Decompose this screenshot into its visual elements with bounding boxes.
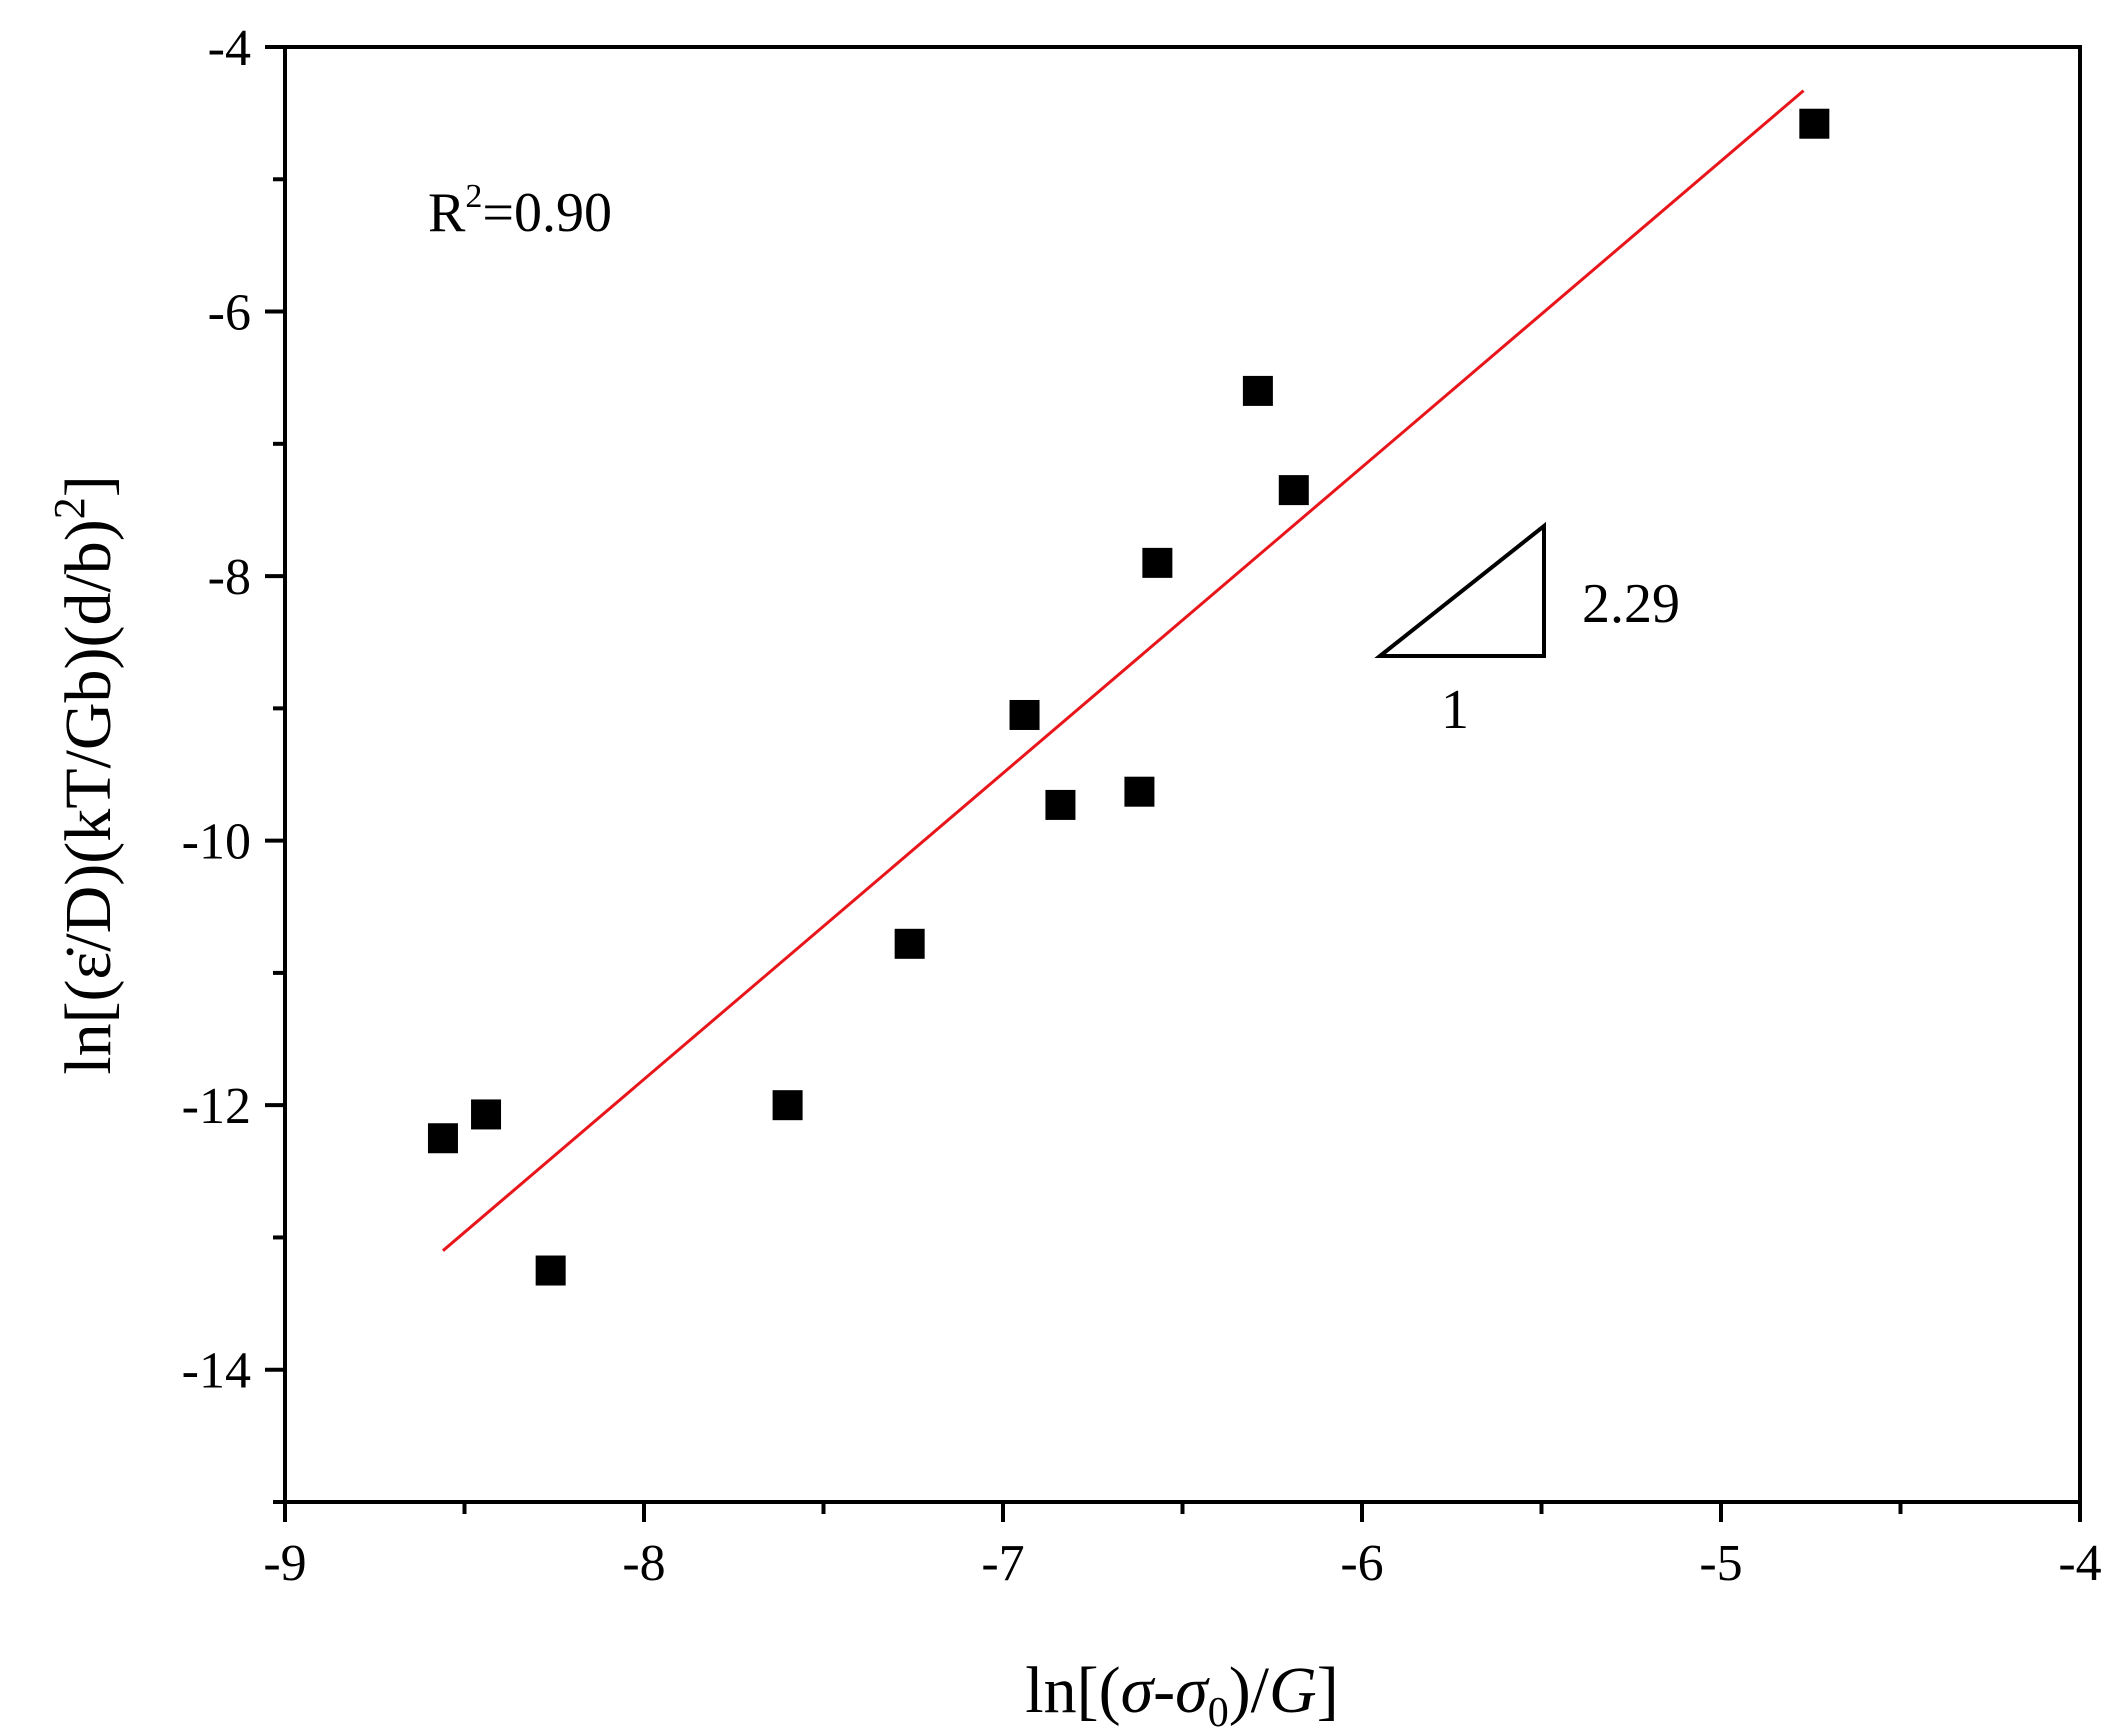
x-axis-label: ln[(σ-σ0)/G] — [1025, 1654, 1338, 1735]
data-point — [1009, 699, 1040, 730]
r-squared-superscript: 2 — [465, 178, 482, 215]
y-tick-label: -14 — [182, 1343, 251, 1400]
slope-triangle — [1374, 521, 1546, 658]
x-axis-tick-labels: -9 -8 -7 -6 -5 -4 — [263, 1535, 2101, 1592]
data-points — [427, 108, 1830, 1286]
r-squared-annotation: R2=0.90 — [428, 178, 612, 244]
y-tick-label: -8 — [208, 549, 251, 606]
data-point — [1142, 547, 1173, 578]
slope-triangle-vertical-label: 2.29 — [1582, 573, 1680, 635]
slope-triangle-horizontal-label: 1 — [1441, 679, 1469, 741]
x-tick-label: -4 — [2058, 1535, 2101, 1592]
y-axis-ticks — [265, 45, 285, 1504]
data-point — [1242, 375, 1273, 406]
data-point — [1278, 475, 1309, 506]
data-point — [471, 1099, 502, 1130]
fit-line — [441, 89, 1805, 1252]
data-point — [1799, 108, 1830, 139]
x-tick-label: -6 — [1340, 1535, 1383, 1592]
r-squared-prefix: R — [428, 182, 466, 244]
x-tick-label: -9 — [263, 1535, 306, 1592]
data-point — [1045, 789, 1076, 820]
x-tick-label: -5 — [1699, 1535, 1742, 1592]
x-tick-label: -8 — [622, 1535, 665, 1592]
y-tick-label: -4 — [208, 20, 251, 77]
data-point — [894, 928, 925, 959]
y-tick-label: -6 — [208, 285, 251, 342]
y-tick-label: -12 — [182, 1078, 251, 1135]
r-squared-value: =0.90 — [482, 182, 612, 244]
y-axis-label: ln[(ε̇/D)(kT/Gb)(d/b)2] — [45, 475, 125, 1075]
y-tick-label: -10 — [182, 814, 251, 871]
data-point — [535, 1255, 566, 1286]
data-point — [1124, 776, 1155, 807]
x-tick-label: -7 — [981, 1535, 1024, 1592]
data-point — [427, 1123, 458, 1154]
data-point — [772, 1090, 803, 1121]
y-axis-tick-labels: -4 -6 -8 -10 -12 -14 — [182, 20, 251, 1400]
x-axis-ticks — [283, 1502, 2082, 1522]
